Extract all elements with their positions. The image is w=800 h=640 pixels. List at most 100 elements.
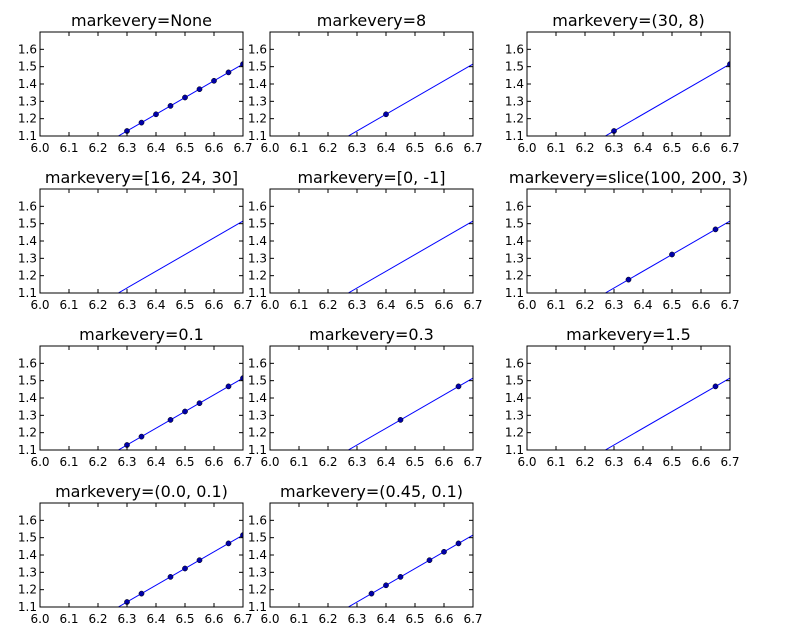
plot-area (605, 61, 730, 136)
data-marker (182, 94, 188, 101)
series-line (118, 220, 243, 293)
series-line (118, 63, 243, 136)
x-tick-label: 6.3 (604, 455, 623, 469)
y-tick-label: 1.5 (18, 217, 37, 231)
x-tick-label: 6.6 (691, 141, 710, 155)
x-tick-label: 6.3 (117, 612, 136, 626)
series-line (348, 377, 473, 450)
y-tick-label: 1.2 (18, 426, 37, 440)
data-marker (225, 383, 232, 390)
data-marker (167, 103, 174, 109)
x-tick-label: 6.2 (575, 141, 594, 155)
x-tick-label: 6.5 (662, 141, 681, 155)
y-tick-label: 1.2 (505, 269, 524, 283)
subplot-title: markevery=1.5 (566, 325, 691, 344)
x-tick-label: 6.1 (289, 612, 308, 626)
x-tick-label: 6.2 (575, 298, 594, 312)
x-tick-label: 6.2 (318, 455, 337, 469)
x-tick-label: 6.6 (204, 298, 223, 312)
plot-area (118, 375, 243, 450)
x-tick-label: 6.0 (517, 298, 536, 312)
series-line (118, 534, 243, 607)
axes-frame (269, 31, 474, 137)
y-tick-label: 1.1 (18, 600, 37, 614)
y-tick-label: 1.3 (505, 251, 524, 265)
y-tick-label: 1.5 (505, 374, 524, 388)
x-tick-label: 6.3 (347, 298, 366, 312)
subplot-9: markevery=1.5 6.0 6.1 6.2 6.3 6.4 6.5 6.6 6.7 1.1… (505, 325, 740, 469)
y-tick-label: 1.1 (18, 443, 37, 457)
subplot-8: markevery=0.3 6.0 6.1 6.2 6.3 6.4 6.5 6.6 6.7 1.1… (248, 325, 483, 469)
y-tick-label: 1.2 (505, 112, 524, 126)
x-tick-label: 6.6 (204, 141, 223, 155)
data-marker (167, 574, 174, 580)
y-tick-label: 1.4 (248, 234, 267, 248)
data-marker (196, 557, 203, 564)
y-tick-label: 1.5 (248, 217, 267, 231)
x-tick-label: 6.2 (318, 141, 337, 155)
y-tick-label: 1.4 (248, 391, 267, 405)
y-tick-label: 1.4 (505, 234, 524, 248)
data-marker (712, 383, 719, 390)
y-tick-label: 1.3 (18, 408, 37, 422)
data-marker (397, 574, 404, 580)
x-tick-label: 6.1 (546, 298, 565, 312)
subplot-5: markevery=[0, -1] 6.0 6.1 6.2 6.3 6.4 6.5 6.6 6.… (248, 168, 483, 312)
y-tick-label: 1.4 (505, 391, 524, 405)
x-tick-label: 6.0 (30, 141, 49, 155)
x-tick-label: 6.4 (146, 612, 165, 626)
subplot-title: markevery=[0, -1] (297, 168, 445, 187)
y-tick-label: 1.4 (18, 234, 37, 248)
x-tick-label: 6.1 (59, 612, 78, 626)
y-tick-label: 1.1 (505, 286, 524, 300)
axes-frame (269, 188, 474, 294)
x-tick-label: 6.5 (662, 455, 681, 469)
x-tick-label: 6.3 (604, 298, 623, 312)
data-marker (625, 276, 632, 283)
data-marker (225, 540, 232, 547)
data-marker (182, 408, 188, 415)
y-tick-label: 1.2 (248, 426, 267, 440)
x-tick-label: 6.6 (434, 141, 453, 155)
y-tick-label: 1.5 (18, 60, 37, 74)
x-tick-label: 6.7 (463, 455, 482, 469)
x-tick-label: 6.7 (233, 141, 252, 155)
x-tick-label: 6.2 (575, 455, 594, 469)
x-tick-label: 6.5 (405, 298, 424, 312)
x-tick-label: 6.4 (146, 455, 165, 469)
x-tick-label: 6.5 (405, 612, 424, 626)
x-tick-label: 6.6 (434, 612, 453, 626)
x-tick-label: 6.6 (434, 455, 453, 469)
x-tick-label: 6.0 (260, 455, 279, 469)
plot-area (118, 532, 243, 607)
subplot-title: markevery=[16, 24, 30] (45, 168, 238, 187)
subplot-10: markevery=(0.0, 0.1) 6.0 6.1 6.2 6.3 6.4 6.5 6.… (18, 482, 253, 626)
y-tick-label: 1.3 (18, 94, 37, 108)
x-tick-label: 6.0 (260, 141, 279, 155)
x-tick-label: 6.7 (233, 612, 252, 626)
x-tick-label: 6.1 (289, 298, 308, 312)
y-tick-label: 1.3 (505, 94, 524, 108)
series-line (348, 63, 473, 136)
y-tick-label: 1.5 (248, 60, 267, 74)
y-tick-label: 1.2 (18, 269, 37, 283)
subplot-title: markevery=0.3 (309, 325, 434, 344)
data-marker (138, 433, 145, 440)
y-tick-label: 1.6 (18, 356, 37, 370)
subplot-title: markevery=slice(100, 200, 3) (509, 168, 748, 187)
data-marker (727, 61, 730, 67)
y-tick-label: 1.1 (248, 443, 267, 457)
x-tick-label: 6.1 (59, 298, 78, 312)
x-tick-label: 6.3 (347, 141, 366, 155)
x-tick-label: 6.7 (463, 141, 482, 155)
y-tick-label: 1.6 (248, 356, 267, 370)
subplot-1: markevery=None 6.0 6.1 6.2 6.3 6.4 6.5 6.6 6.7 1.… (18, 11, 253, 155)
x-tick-label: 6.7 (233, 298, 252, 312)
data-marker (455, 540, 462, 547)
series-line (118, 377, 243, 450)
x-tick-label: 6.1 (289, 455, 308, 469)
y-tick-label: 1.2 (18, 112, 37, 126)
subplot-11: markevery=(0.45, 0.1) 6.0 6.1 6.2 6.3 6.4 6.5 6… (248, 482, 483, 626)
x-tick-label: 6.6 (204, 612, 223, 626)
x-tick-label: 6.6 (691, 455, 710, 469)
